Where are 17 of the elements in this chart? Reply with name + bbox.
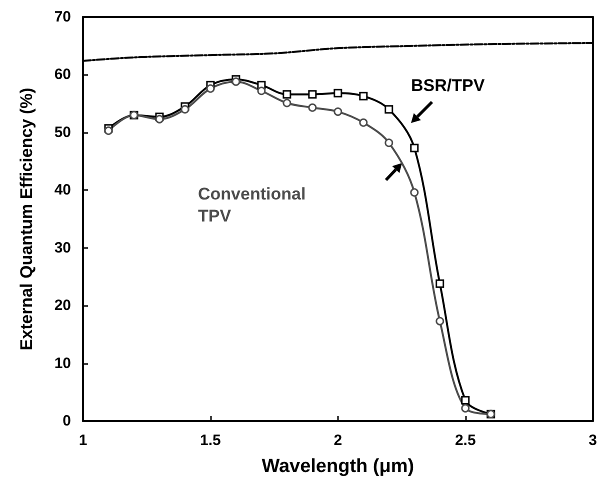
y-tick-label: 40	[54, 182, 71, 199]
x-axis-title: Wavelength (μm)	[262, 456, 414, 477]
y-tick-label: 20	[54, 297, 71, 314]
y-tick-label: 10	[54, 354, 71, 372]
text: Conventional TPV	[198, 184, 306, 226]
x-tick-label: 2.5	[454, 432, 476, 449]
x-tick-label: 2	[334, 432, 342, 449]
y-tick-label: 30	[54, 239, 71, 256]
y-tick-label: 0	[62, 412, 71, 430]
x-tick-label: 3	[588, 432, 597, 449]
y-axis-title: External Quantum Efficiency (%)	[17, 88, 36, 350]
series-label: BSR/TPV	[411, 76, 486, 95]
y-tick-label: 60	[54, 66, 71, 84]
x-tick-label: 1.5	[200, 432, 221, 449]
y-tick-label: 50	[54, 124, 71, 141]
x-tick-label: 1	[78, 432, 88, 449]
y-tick-label: 70	[54, 8, 71, 26]
